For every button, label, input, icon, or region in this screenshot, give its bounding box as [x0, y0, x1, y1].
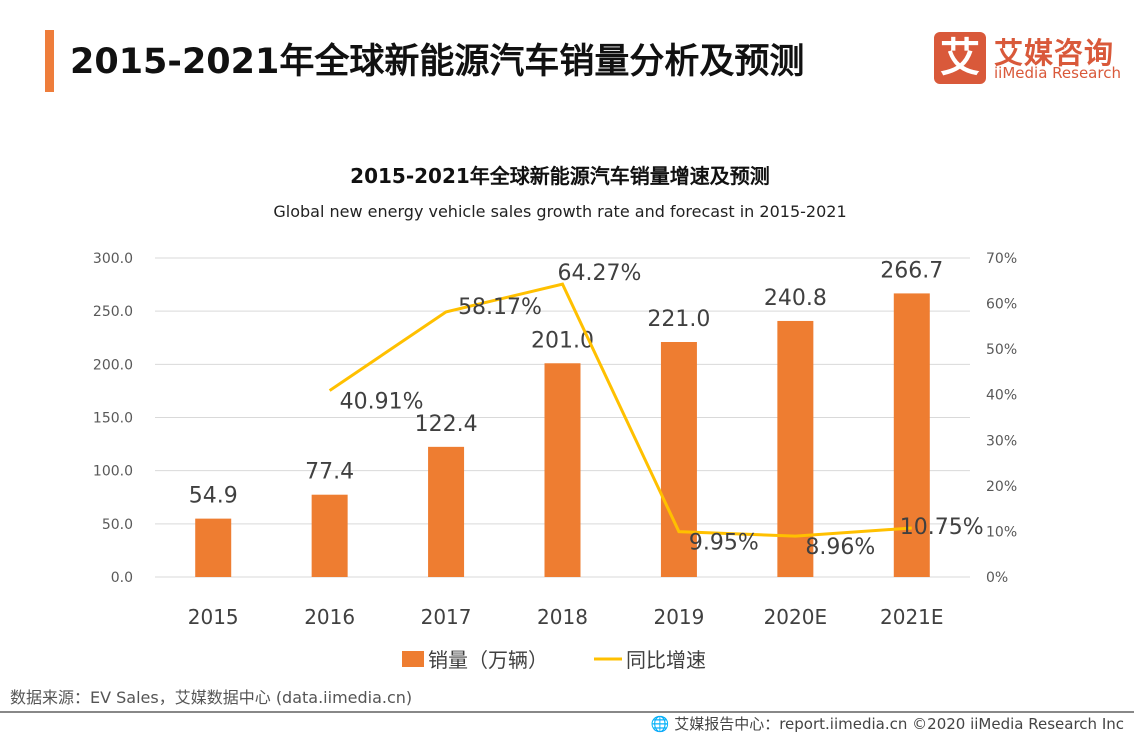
bar-label: 122.4	[415, 412, 478, 437]
left-tick-label: 0.0	[111, 570, 133, 586]
line-label: 64.27%	[558, 261, 642, 286]
left-tick-label: 50.0	[102, 517, 133, 533]
left-tick-label: 150.0	[93, 411, 133, 427]
x-tick-label: 2021E	[880, 605, 944, 629]
bar	[544, 363, 581, 577]
bar	[311, 494, 348, 577]
x-tick-label: 2018	[537, 605, 588, 629]
chart-subtitle: Global new energy vehicle sales growth r…	[273, 202, 847, 221]
bar	[195, 518, 232, 577]
bar-label: 201.0	[531, 328, 594, 353]
bar	[660, 342, 697, 577]
right-tick-label: 50%	[986, 342, 1017, 358]
left-tick-label: 250.0	[93, 304, 133, 320]
page-title: 2015-2021年全球新能源汽车销量分析及预测	[70, 42, 805, 82]
bar-label: 240.8	[764, 286, 827, 311]
bar	[428, 446, 465, 577]
globe-icon: 🌐	[650, 715, 675, 733]
bar-label: 54.9	[189, 484, 238, 509]
title-accent-bar	[45, 30, 54, 92]
right-tick-label: 20%	[986, 479, 1017, 495]
right-tick-label: 10%	[986, 524, 1017, 540]
growth-line	[328, 282, 912, 538]
left-tick-label: 300.0	[93, 251, 133, 267]
logo: 艾	[934, 32, 986, 84]
x-tick-label: 2017	[421, 605, 472, 629]
legend-bar-swatch	[402, 651, 424, 667]
right-tick-label: 0%	[986, 570, 1008, 586]
x-tick-label: 2015	[188, 605, 239, 629]
x-tick-label: 2019	[653, 605, 704, 629]
bar-label: 221.0	[647, 307, 710, 332]
right-tick-label: 40%	[986, 388, 1017, 404]
x-tick-label: 2020E	[764, 605, 828, 629]
legend-line-label: 同比增速	[626, 648, 706, 672]
bar-label: 77.4	[305, 460, 354, 485]
line-label: 58.17%	[458, 295, 542, 320]
line-label: 40.91%	[340, 390, 424, 415]
right-tick-label: 30%	[986, 433, 1017, 449]
logo-text-cn: 艾媒咨询	[994, 36, 1115, 70]
chart-title: 2015-2021年全球新能源汽车销量增速及预测	[350, 164, 770, 188]
logo-text-en: iiMedia Research	[994, 64, 1121, 82]
right-tick-label: 60%	[986, 297, 1017, 313]
footer-copyright: 🌐 艾媒报告中心：report.iimedia.cn ©2020 iiMedia…	[650, 715, 1124, 733]
right-tick-label: 70%	[986, 251, 1017, 267]
data-source: 数据来源：EV Sales，艾媒数据中心 (data.iimedia.cn)	[10, 688, 413, 707]
left-tick-label: 200.0	[93, 357, 133, 373]
footer-divider	[0, 711, 1134, 713]
legend-bar-label: 销量（万辆）	[428, 648, 548, 672]
line-label: 8.96%	[805, 535, 875, 560]
x-tick-label: 2016	[304, 605, 355, 629]
line-label: 10.75%	[900, 515, 984, 540]
left-tick-label: 100.0	[93, 464, 133, 480]
bar-label: 266.7	[880, 258, 943, 283]
line-label: 9.95%	[689, 531, 759, 556]
